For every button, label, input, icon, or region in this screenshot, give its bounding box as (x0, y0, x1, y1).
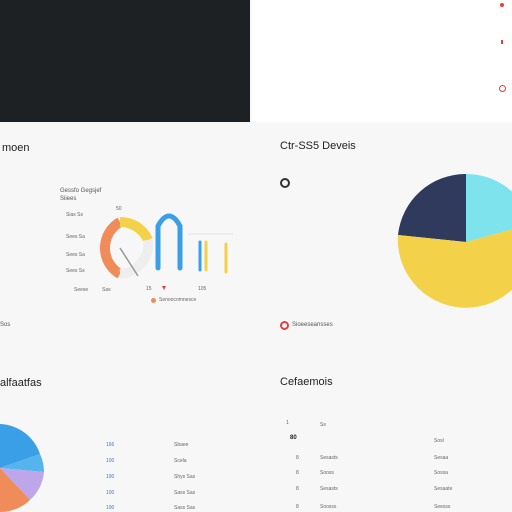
axis-label: Sas (102, 287, 111, 293)
dark-preview-panel (0, 0, 250, 122)
gauge-yellow-arc (119, 217, 153, 243)
table-cell-text: Shys Sas (174, 474, 196, 480)
right-pie-chart (397, 173, 512, 308)
row-value: Sossa (434, 470, 448, 476)
left-chart-legend: Senoocomnesce (159, 297, 197, 303)
row-name: Sesasts (320, 486, 338, 492)
right-section-legend: Sioeeseansses (292, 322, 333, 328)
table-header-index: 1 (286, 420, 289, 426)
row-index: 8 (296, 455, 299, 461)
table-cell-number: 166 (106, 442, 115, 448)
row-label: Sees Sa (66, 252, 85, 258)
gauge-orange-arc (99, 217, 123, 279)
pie-slice-cyan (466, 173, 512, 242)
top-right-indicator-icon (500, 3, 504, 7)
row-name: Sooss (320, 470, 334, 476)
table-cell-text: Sass Sas (174, 505, 196, 511)
row-label: Seese (74, 287, 89, 293)
row-value: Sesaa (434, 455, 449, 461)
gauge-grey-arc (119, 239, 154, 279)
row-index: 8 (296, 470, 299, 476)
top-right-panel (252, 0, 512, 122)
bottom-left-pie-chart (0, 424, 44, 512)
legend-dot (151, 298, 156, 303)
red-marker (162, 286, 166, 290)
pie-slice-navy (398, 173, 466, 242)
table-header-col3: Sosl (434, 438, 444, 444)
left-chart-subheader: Siiees (60, 196, 77, 202)
row-name: Sesasts (320, 455, 338, 461)
table-header-label: Ss (320, 422, 326, 428)
pie-slice-blue-2 (0, 454, 44, 472)
row-label: Sias Ss (66, 212, 83, 218)
left-chart: Gessfo Gegsjef Siiees Sias Ss Sees Sa Se… (58, 186, 248, 306)
table-cell-text: Sbaee (174, 442, 189, 448)
table-cell-number: 190 (106, 505, 115, 511)
table-header-value: 80 (290, 435, 297, 441)
end-label: 105 (198, 286, 207, 292)
top-right-mark-icon (501, 40, 503, 44)
right-section-title: Ctr-SS5 Deveis (280, 140, 356, 152)
pie-slice-orange (0, 468, 30, 512)
row-label: Sees Ss (66, 268, 85, 274)
red-ring-icon[interactable] (280, 321, 289, 330)
left-section-title: moen (2, 142, 30, 154)
left-section-footer: Sos (0, 322, 11, 328)
pie-slice-yellow (397, 229, 512, 308)
gauge-bottom-label: 15 (146, 286, 152, 292)
bottom-right-section-title: Cefaemois (280, 376, 333, 388)
row-value: Seesss (434, 504, 451, 510)
table-cell-text: Sass Sas (174, 490, 196, 496)
table-cell-number: 190 (106, 474, 115, 480)
bottom-right-table: 1 Ss 80 Sosl 8 Sesasts Sesaa 8 Sooss Sos… (280, 416, 480, 512)
gauge-needle (119, 247, 139, 277)
bottom-left-section-title: alfaatfas (0, 377, 42, 389)
table-cell-text: Scela (174, 458, 187, 464)
top-right-ring-icon[interactable] (499, 85, 506, 92)
gauge-top-label: 50 (116, 206, 122, 212)
table-cell-number: 100 (106, 490, 115, 496)
left-chart-graphics (99, 213, 233, 290)
row-name: Soosss (320, 504, 337, 510)
pie-slice-lilac (0, 468, 44, 500)
pie-slice-blue (0, 424, 40, 468)
row-index: 8 (296, 504, 299, 510)
blue-arch (155, 213, 183, 271)
circle-icon[interactable] (280, 178, 290, 188)
bottom-left-table: 166 Sbaee 100 Scela 190 Shys Sas 100 Sas… (100, 438, 240, 512)
row-value: Sesaate (434, 486, 453, 492)
table-cell-number: 100 (106, 458, 115, 464)
row-index: 8 (296, 486, 299, 492)
left-chart-header: Gessfo Gegsjef (60, 188, 102, 194)
row-label: Sees Sa (66, 234, 85, 240)
